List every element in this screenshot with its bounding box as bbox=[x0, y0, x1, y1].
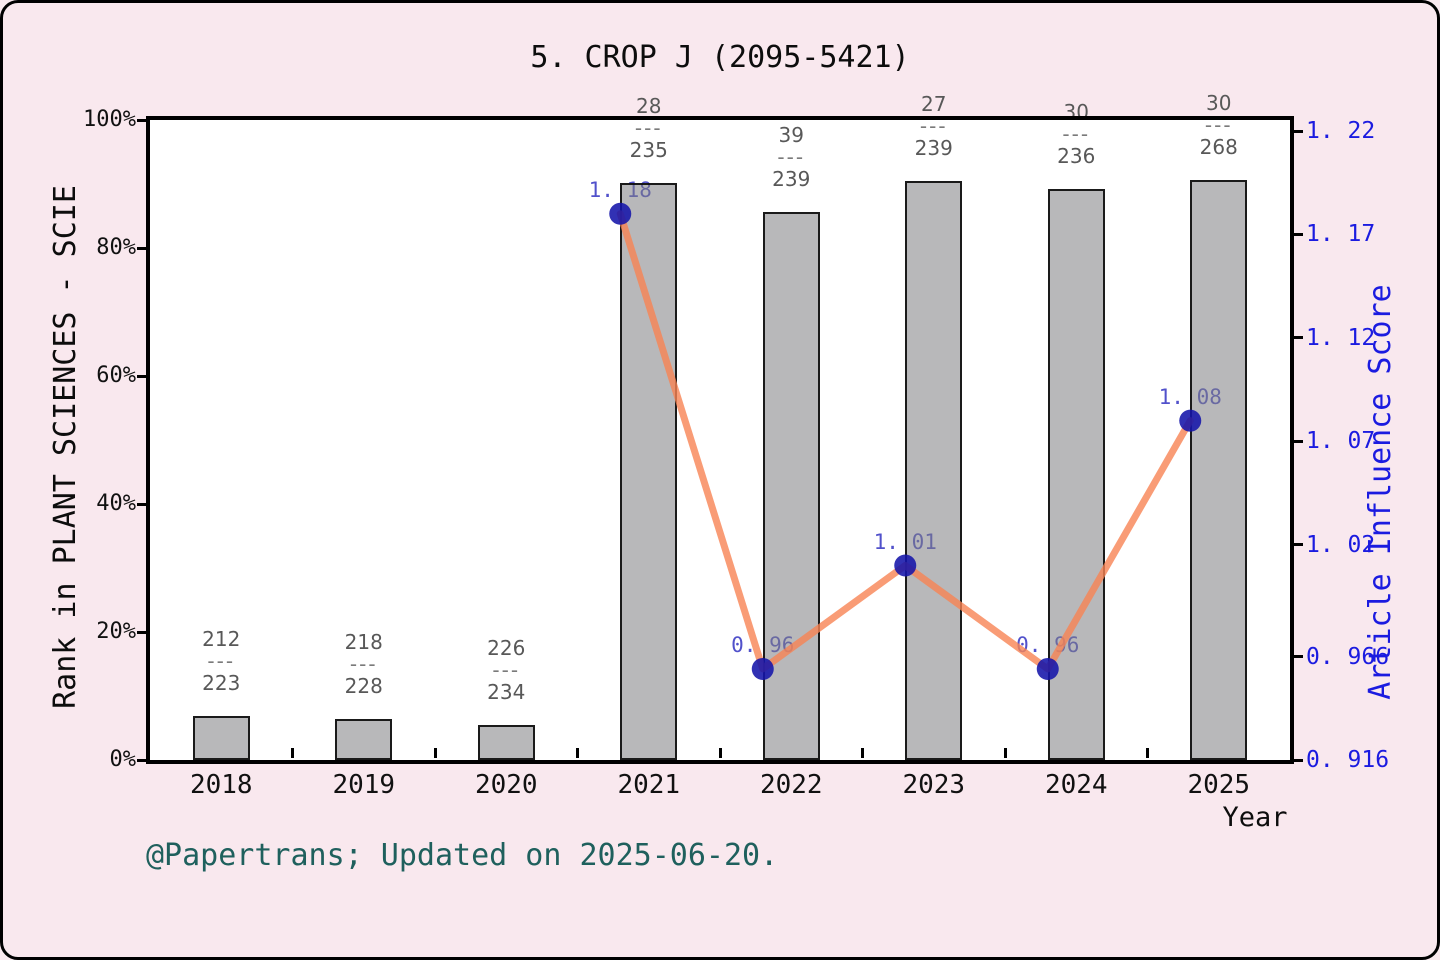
x-tick-label-2023: 2023 bbox=[902, 770, 966, 800]
fraction-line: 27 bbox=[921, 91, 947, 116]
fraction-line: 39 bbox=[778, 123, 804, 148]
x-tick-label-2019: 2019 bbox=[332, 770, 396, 800]
line-point bbox=[1179, 409, 1202, 432]
right-axis-title: Article Influence Score bbox=[1363, 284, 1398, 700]
fraction-line: 268 bbox=[1199, 135, 1238, 160]
left-tick-mark bbox=[137, 246, 148, 250]
fraction-line: --- bbox=[207, 648, 236, 673]
fraction-line: 223 bbox=[202, 670, 241, 695]
bar-fraction-label: 218 --- 228 bbox=[309, 631, 419, 697]
x-tick-label-2021: 2021 bbox=[617, 770, 681, 800]
right-tick-label: 0. 966 bbox=[1306, 643, 1390, 670]
x-tick-mark bbox=[861, 748, 864, 758]
chart-title: 5. CROP J (2095-5421) bbox=[530, 40, 910, 75]
right-tick-label: 1. 22 bbox=[1306, 118, 1376, 144]
right-tick-mark bbox=[1292, 439, 1303, 443]
line-point bbox=[1036, 657, 1059, 680]
line-point bbox=[751, 657, 774, 680]
right-tick-label: 0. 916 bbox=[1306, 747, 1390, 773]
fraction-line: --- bbox=[777, 145, 806, 170]
fraction-line: 235 bbox=[629, 137, 668, 162]
left-tick-label: 20% bbox=[96, 619, 136, 644]
left-tick-mark bbox=[137, 758, 148, 762]
fraction-line: 30 bbox=[1206, 91, 1232, 116]
fraction-line: 28 bbox=[636, 93, 662, 118]
bar-fraction-label: 28 --- 235 bbox=[594, 95, 704, 161]
right-tick-mark bbox=[1292, 758, 1303, 762]
x-axis-title: Year bbox=[1222, 802, 1288, 833]
x-tick-mark bbox=[291, 748, 294, 758]
x-tick-mark bbox=[1003, 748, 1007, 758]
right-tick-label: 1. 12 bbox=[1306, 324, 1376, 351]
fraction-line: --- bbox=[634, 115, 663, 140]
x-tick-label-2025: 2025 bbox=[1187, 770, 1251, 800]
bar-fraction-label: 212 --- 223 bbox=[166, 628, 276, 694]
bar-2021 bbox=[620, 182, 678, 760]
fraction-line: --- bbox=[1062, 122, 1091, 147]
bar-fraction-label: 27 --- 239 bbox=[879, 93, 989, 159]
left-axis-title: Rank in PLANT SCIENCES - SCIE bbox=[48, 185, 83, 709]
fraction-line: 234 bbox=[487, 679, 526, 704]
plot-frame bbox=[146, 116, 1294, 764]
bar-2019 bbox=[335, 719, 393, 760]
footer-credit: @Papertrans; Updated on 2025-06-20. bbox=[146, 838, 779, 873]
right-tick-mark bbox=[1292, 655, 1303, 659]
right-tick-mark bbox=[1292, 129, 1303, 133]
bar-2023 bbox=[905, 180, 963, 760]
bar-2018 bbox=[192, 715, 250, 760]
x-tick-mark bbox=[576, 748, 579, 758]
right-tick-label: 1. 07 bbox=[1306, 428, 1376, 455]
x-tick-mark bbox=[1146, 748, 1149, 758]
fraction-line: 228 bbox=[344, 674, 383, 699]
left-tick-mark bbox=[137, 118, 148, 122]
left-tick-mark bbox=[137, 502, 148, 506]
left-tick-label: 100% bbox=[83, 107, 136, 132]
line-point bbox=[894, 554, 917, 577]
right-tick-mark bbox=[1292, 232, 1303, 236]
right-tick-mark bbox=[1292, 543, 1303, 547]
x-tick-mark bbox=[433, 748, 437, 758]
fraction-line: 218 bbox=[344, 630, 383, 655]
bar-fraction-label: 39 --- 239 bbox=[736, 124, 846, 190]
x-tick-label-2022: 2022 bbox=[759, 770, 823, 800]
right-tick-label: 1. 17 bbox=[1306, 221, 1376, 248]
x-tick-mark bbox=[718, 748, 722, 758]
left-tick-mark bbox=[137, 374, 148, 378]
fraction-line: --- bbox=[349, 652, 378, 677]
x-tick-label-2018: 2018 bbox=[189, 770, 253, 800]
right-tick-label: 1. 02 bbox=[1306, 531, 1376, 558]
right-tick-mark bbox=[1292, 336, 1303, 340]
left-tick-label: 80% bbox=[96, 235, 136, 260]
left-tick-label: 0% bbox=[109, 747, 137, 772]
bar-2022 bbox=[762, 212, 820, 760]
x-tick-label-2024: 2024 bbox=[1044, 770, 1108, 800]
fraction-line: --- bbox=[919, 113, 948, 138]
line-point bbox=[609, 202, 632, 225]
bar-2025 bbox=[1190, 180, 1248, 760]
left-tick-label: 40% bbox=[96, 491, 136, 516]
fraction-line: 212 bbox=[202, 626, 241, 651]
fraction-line: 226 bbox=[487, 635, 526, 660]
x-tick-label-2020: 2020 bbox=[474, 770, 538, 800]
left-tick-label: 60% bbox=[96, 363, 136, 388]
fraction-line: 239 bbox=[772, 167, 811, 192]
bar-fraction-label: 226 --- 234 bbox=[451, 637, 561, 703]
fraction-line: 239 bbox=[914, 135, 953, 160]
bar-2020 bbox=[477, 724, 535, 760]
fraction-line: 236 bbox=[1057, 144, 1096, 169]
left-tick-mark bbox=[137, 630, 148, 634]
fraction-line: --- bbox=[492, 657, 521, 682]
